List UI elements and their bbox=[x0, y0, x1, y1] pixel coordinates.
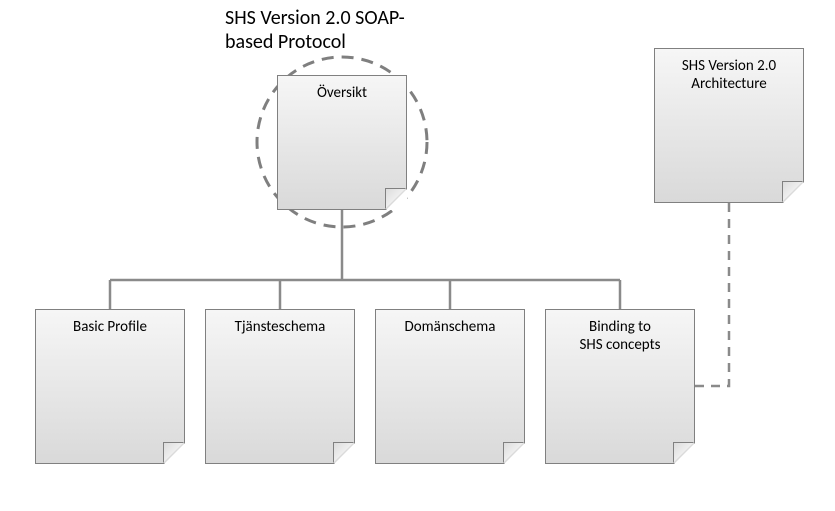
title-line2: based Protocol bbox=[225, 30, 346, 54]
note-oversikt-label: Översikt bbox=[317, 84, 367, 102]
note-binding: Binding to SHS concepts bbox=[545, 309, 695, 464]
note-tjansteschema: Tjänsteschema bbox=[205, 309, 355, 464]
note-doman-label: Domänschema bbox=[405, 318, 496, 336]
note-architecture-label1: SHS Version 2.0 bbox=[682, 57, 776, 75]
dashed-elbow-connector bbox=[695, 203, 729, 386]
note-tjanste-label: Tjänsteschema bbox=[235, 318, 326, 336]
note-basic-label: Basic Profile bbox=[73, 318, 147, 336]
note-binding-label2: SHS concepts bbox=[579, 336, 660, 354]
note-basic-profile: Basic Profile bbox=[35, 309, 185, 464]
note-architecture-label2: Architecture bbox=[691, 75, 766, 93]
diagram-title: SHS Version 2.0 SOAP- based Protocol bbox=[225, 6, 405, 54]
note-domanschema: Domänschema bbox=[375, 309, 525, 464]
title-line1: SHS Version 2.0 SOAP- bbox=[225, 6, 405, 30]
note-architecture: SHS Version 2.0 Architecture bbox=[654, 48, 804, 203]
note-oversikt: Översikt bbox=[277, 75, 407, 210]
note-binding-label1: Binding to bbox=[589, 318, 651, 336]
